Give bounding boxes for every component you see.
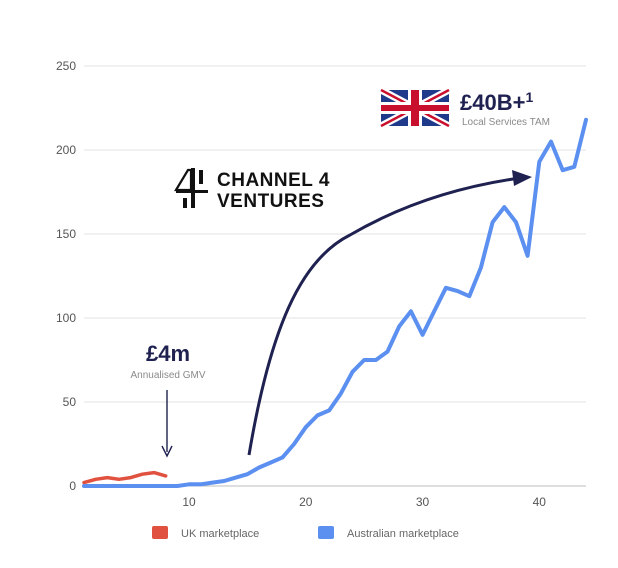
tam-value-label: £40B+1 (460, 89, 533, 115)
y-tick-label: 250 (56, 59, 76, 73)
brand-line-1: CHANNEL 4 (217, 170, 330, 191)
x-tick-label: 40 (533, 495, 547, 509)
x-axis: 10 20 30 40 (182, 495, 546, 509)
tam-value-text: £40B+ (460, 90, 525, 115)
tam-superscript: 1 (525, 89, 533, 105)
x-tick-label: 20 (299, 495, 313, 509)
channel-4-logo-icon (174, 168, 208, 208)
legend-swatch-australia (318, 526, 334, 539)
y-tick-label: 0 (69, 479, 76, 493)
legend-swatch-uk (152, 526, 168, 539)
tam-caption-label: Local Services TAM (462, 117, 550, 128)
y-tick-label: 100 (56, 311, 76, 325)
brand-line-2: VENTURES (217, 191, 324, 212)
legend: UK marketplace Australian marketplace (152, 526, 459, 540)
y-tick-label: 200 (56, 143, 76, 157)
uk-value-label: £4m (146, 341, 190, 366)
legend-label-uk: UK marketplace (181, 528, 259, 540)
x-tick-label: 30 (416, 495, 430, 509)
uk-flag-icon (379, 86, 451, 130)
series-line-0 (82, 470, 168, 485)
series-layer (82, 117, 588, 488)
x-tick-label: 10 (182, 495, 196, 509)
uk-caption-label: Annualised GMV (130, 370, 205, 381)
curved-arrow-icon (247, 170, 532, 456)
series-line-1 (82, 117, 588, 488)
down-arrow-icon (161, 390, 173, 458)
legend-label-australia: Australian marketplace (347, 528, 459, 540)
y-tick-label: 50 (63, 395, 77, 409)
grid (84, 65, 586, 487)
y-tick-label: 150 (56, 227, 76, 241)
y-axis: 0 50 100 150 200 250 (56, 59, 76, 493)
